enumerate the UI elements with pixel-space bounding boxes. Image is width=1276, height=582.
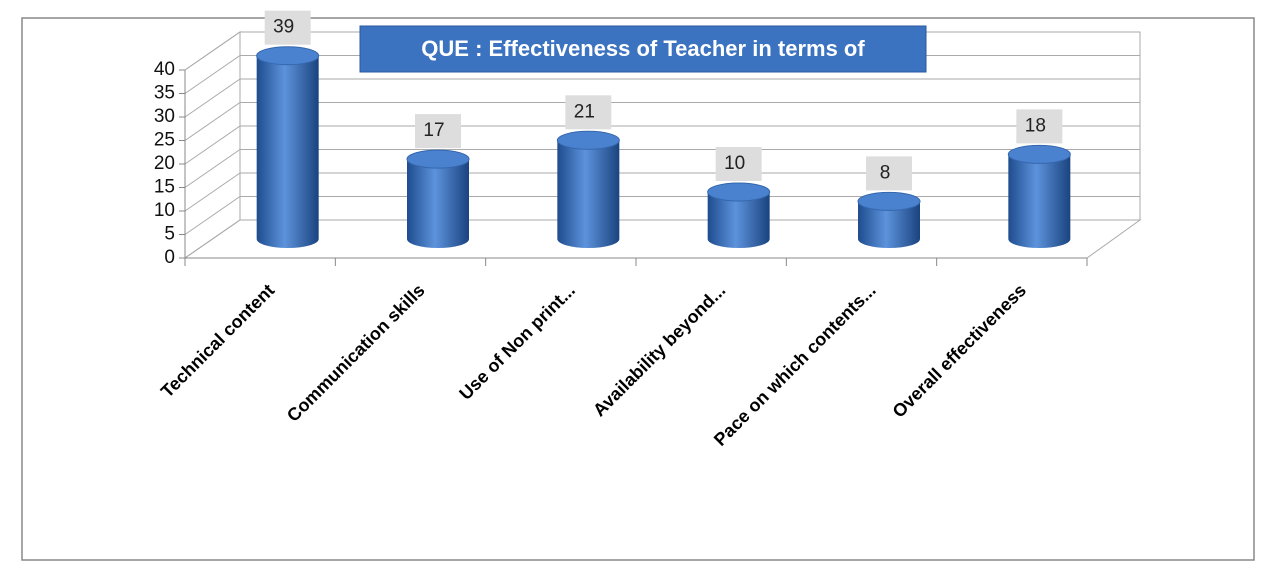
grid-line [184,102,1140,141]
y-tick-label: 25 [154,130,175,151]
value-label: 17 [423,120,444,141]
bar-top [256,46,320,66]
bar [858,201,920,248]
grid-line [184,149,1140,188]
bar [557,140,620,248]
y-tick-label: 15 [154,177,175,198]
value-label: 18 [1025,115,1046,136]
value-label: 8 [880,162,891,183]
bar-top [1007,144,1071,164]
bar [407,159,469,248]
value-label-box [866,156,912,191]
value-label-box [715,147,762,181]
grid-line [184,196,1140,235]
bar-top [556,130,620,150]
bar-top [707,182,771,202]
bar [1008,154,1071,249]
value-label-box [264,10,311,45]
value-label-box [415,114,461,149]
floor [183,219,1142,259]
y-tick-label: 40 [154,59,175,80]
chart-title: QUE : Effectiveness of Teacher in terms … [421,36,865,61]
bar-top [406,149,470,169]
bar [256,55,319,249]
y-tick-label: 10 [154,200,175,221]
value-label: 21 [574,101,595,122]
y-tick-label: 0 [164,247,175,268]
y-tick-label: 35 [154,83,175,104]
grid-line [184,78,1140,118]
value-label-box [565,95,612,130]
grid-line [184,125,1140,165]
bar-top [857,191,921,211]
grid-line [184,219,1140,259]
y-tick-label: 30 [154,106,175,127]
value-label-box [1016,109,1063,144]
y-tick-label: 20 [154,153,175,174]
y-tick-label: 5 [164,224,175,245]
bar [707,192,770,248]
value-label: 10 [724,153,745,174]
grid-line [184,172,1140,212]
value-label: 39 [273,17,294,38]
title-box [359,25,927,73]
